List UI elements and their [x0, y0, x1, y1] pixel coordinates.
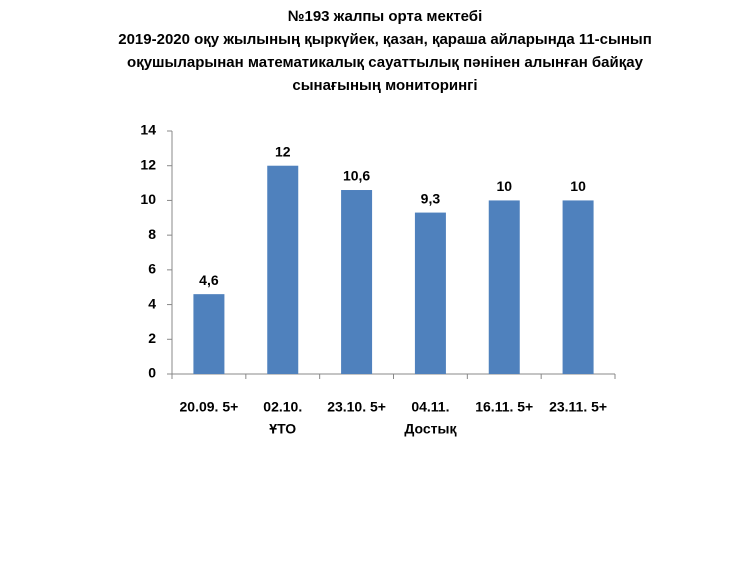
- data-label: 10: [496, 178, 512, 194]
- x-tick-label: 02.10.: [263, 399, 302, 415]
- chart-title: 2019-2020 оқу жылының қыркүйек, қазан, қ…: [118, 31, 652, 48]
- x-tick-label: 20.09. 5+: [180, 399, 239, 415]
- chart-title: оқушыларынан математикалық сауаттылық пә…: [127, 54, 644, 71]
- x-tick-label: ҰТО: [269, 421, 296, 437]
- y-tick-label: 10: [140, 191, 156, 207]
- x-tick-label: 16.11. 5+: [475, 399, 533, 415]
- bar: [341, 190, 373, 374]
- chart-title: сынағының мониторингі: [292, 77, 477, 94]
- y-tick-label: 8: [148, 226, 156, 242]
- y-tick-label: 2: [148, 330, 156, 346]
- x-tick-label: Достық: [404, 421, 456, 437]
- bar: [562, 200, 594, 374]
- bar: [414, 212, 446, 374]
- data-label: 10,6: [343, 168, 370, 184]
- data-label: 4,6: [199, 272, 219, 288]
- data-label: 12: [275, 143, 291, 159]
- y-tick-label: 14: [140, 122, 156, 138]
- bar: [267, 165, 299, 374]
- y-tick-label: 0: [148, 365, 156, 381]
- y-tick-label: 12: [140, 156, 156, 172]
- y-tick-label: 6: [148, 261, 156, 277]
- x-tick-label: 04.11.: [411, 399, 449, 415]
- y-tick-label: 4: [148, 295, 156, 311]
- data-label: 10: [570, 178, 586, 194]
- data-label: 9,3: [421, 190, 441, 206]
- x-tick-label: 23.11. 5+: [549, 399, 607, 415]
- x-tick-label: 23.10. 5+: [327, 399, 386, 415]
- bar: [488, 200, 520, 374]
- bar: [193, 294, 225, 374]
- chart-title: №193 жалпы орта мектебі: [288, 8, 483, 25]
